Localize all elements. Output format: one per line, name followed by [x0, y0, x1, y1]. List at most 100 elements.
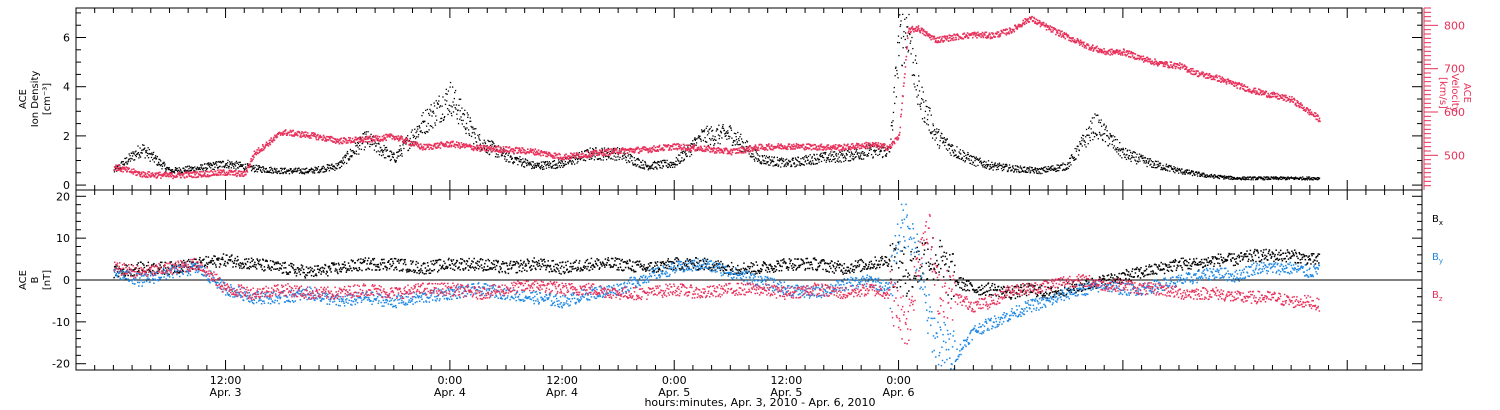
density-point: [466, 127, 468, 129]
density-point: [1083, 140, 1086, 142]
density-point: [695, 142, 698, 144]
velocity-point: [680, 149, 683, 151]
velocity-point: [889, 144, 891, 146]
velocity-point: [332, 137, 335, 140]
density-point: [809, 161, 811, 163]
velocity-point: [135, 174, 137, 177]
velocity-point: [162, 174, 165, 177]
density-point: [692, 140, 694, 142]
density-point: [609, 150, 612, 153]
density-point: [695, 144, 697, 146]
density-point: [1250, 179, 1252, 181]
density-point: [984, 166, 986, 168]
density-point: [1145, 162, 1147, 164]
velocity-point: [690, 145, 692, 148]
velocity-point: [294, 132, 296, 134]
density-point: [793, 162, 795, 164]
density-point: [1242, 178, 1245, 180]
density-point: [722, 125, 724, 128]
density-point: [816, 153, 818, 156]
density-point: [1003, 166, 1005, 169]
density-point: [642, 159, 644, 162]
velocity-point: [699, 148, 702, 150]
density-point: [1241, 176, 1244, 178]
density-point: [288, 170, 290, 172]
velocity-point: [941, 37, 943, 40]
density-point: [258, 165, 260, 167]
density-point: [544, 161, 547, 163]
velocity-point: [572, 154, 575, 157]
density-point: [206, 167, 209, 170]
density-point: [728, 126, 731, 128]
density-point: [906, 26, 908, 28]
density-point: [764, 160, 766, 162]
velocity-point: [907, 30, 910, 33]
density-point: [1225, 177, 1228, 179]
velocity-point: [672, 148, 675, 150]
velocity-point: [594, 150, 597, 153]
velocity-point: [764, 147, 767, 149]
velocity-point: [626, 152, 629, 154]
density-point: [750, 156, 752, 158]
density-point: [1099, 121, 1102, 124]
velocity-point: [752, 147, 755, 150]
velocity-point: [482, 144, 485, 147]
density-point: [721, 127, 723, 129]
density-point: [974, 158, 977, 160]
velocity-point: [275, 136, 278, 139]
density-point: [441, 113, 444, 115]
velocity-point: [227, 173, 230, 175]
density-point: [673, 163, 675, 166]
density-point: [683, 159, 685, 161]
density-point: [955, 156, 958, 159]
density-point: [617, 154, 620, 156]
velocity-point: [916, 30, 918, 32]
density-point: [557, 162, 559, 164]
velocity-point: [217, 169, 219, 171]
density-point: [154, 156, 156, 159]
density-point: [522, 161, 524, 164]
velocity-point: [371, 140, 374, 142]
velocity-point: [1018, 25, 1021, 28]
density-point: [279, 167, 282, 170]
velocity-point: [677, 145, 680, 148]
density-point: [675, 160, 677, 162]
density-point: [500, 155, 503, 157]
density-point: [735, 135, 737, 138]
density-point: [759, 155, 761, 157]
density-point: [474, 137, 477, 139]
density-point: [240, 165, 242, 168]
density-point: [321, 166, 323, 168]
density-point: [388, 155, 391, 157]
density-point: [630, 155, 633, 157]
density-point: [727, 132, 729, 134]
density-point: [231, 164, 233, 166]
density-point: [400, 149, 402, 152]
density-point: [167, 167, 169, 169]
density-point: [724, 133, 726, 135]
density-point: [624, 156, 627, 158]
velocity-point: [253, 156, 255, 159]
velocity-point: [353, 141, 356, 143]
density-point: [667, 166, 670, 168]
density-point: [689, 155, 691, 158]
density-point: [1173, 168, 1176, 170]
velocity-point: [177, 171, 180, 174]
density-point: [266, 171, 268, 173]
velocity-point: [962, 33, 964, 36]
velocity-point: [405, 137, 407, 140]
velocity-point: [491, 150, 494, 153]
density-point: [360, 148, 363, 150]
velocity-point: [906, 46, 909, 48]
velocity-point: [131, 168, 133, 171]
velocity-point: [792, 143, 795, 146]
velocity-point: [355, 136, 357, 139]
density-point: [1298, 178, 1301, 180]
velocity-point: [268, 142, 270, 145]
density-point: [221, 161, 223, 164]
density-point: [1249, 176, 1252, 178]
density-point: [523, 166, 525, 168]
density-point: [656, 162, 659, 164]
density-point: [211, 164, 214, 167]
density-point: [292, 171, 294, 173]
